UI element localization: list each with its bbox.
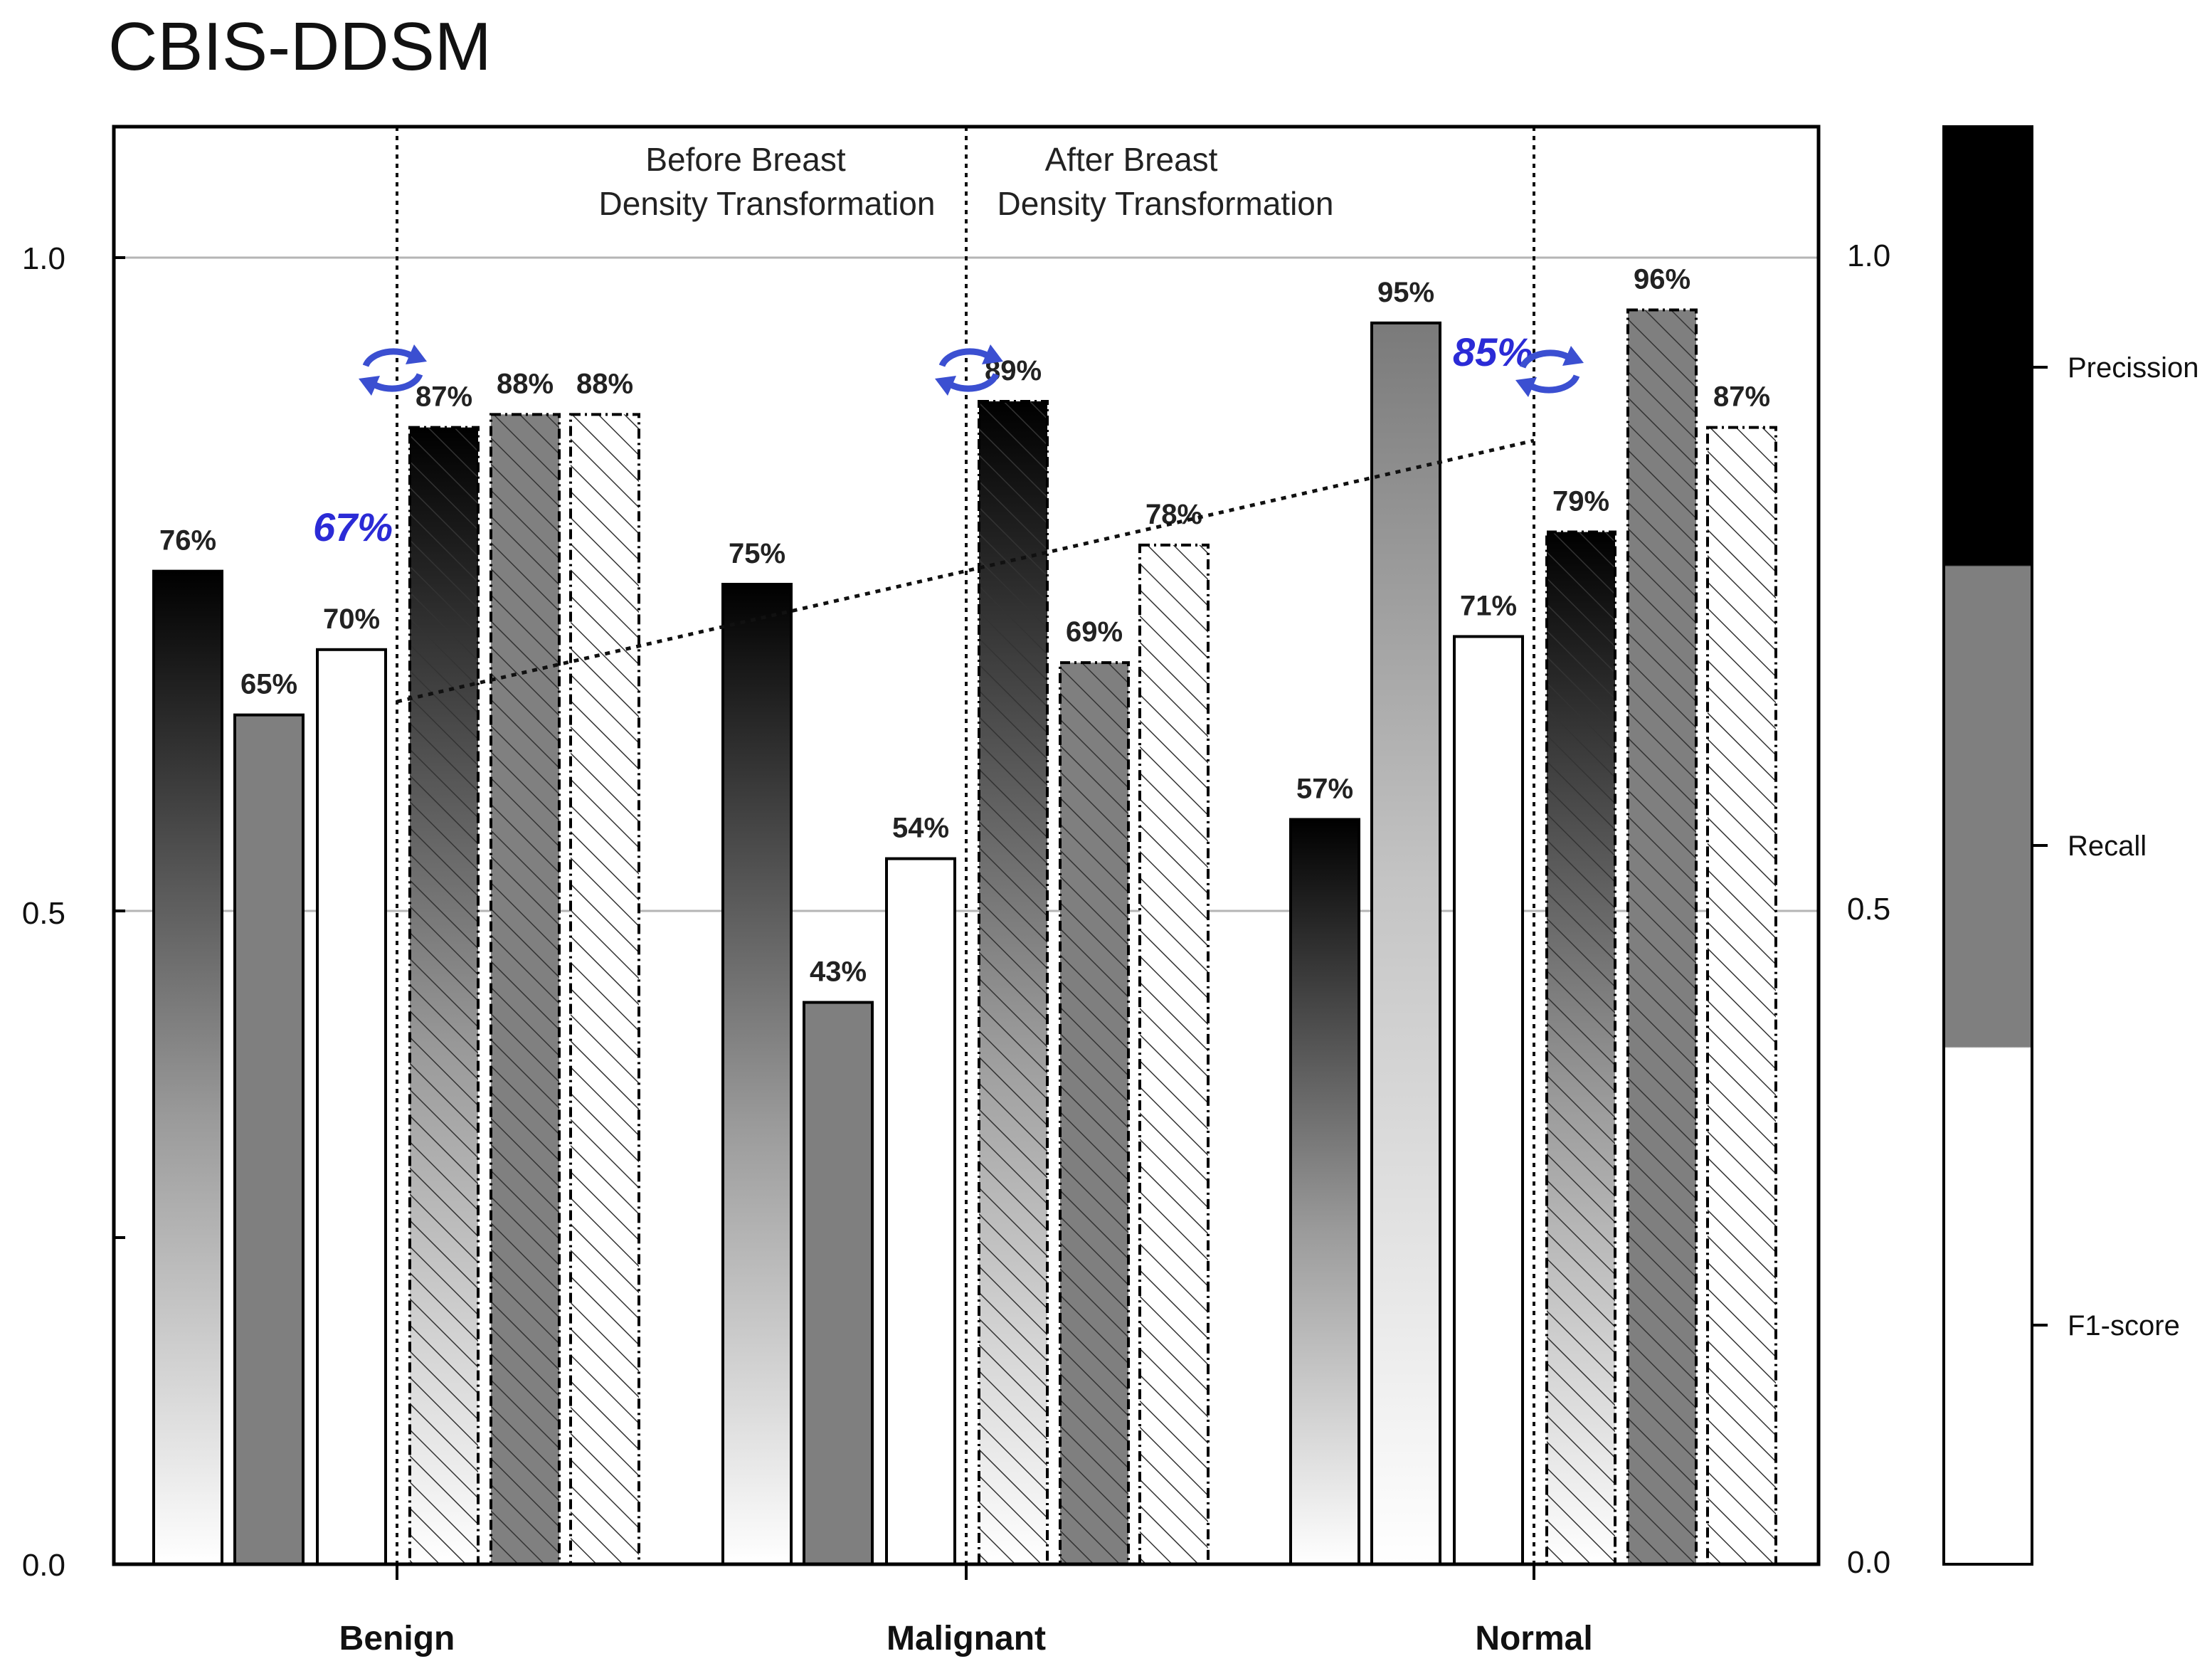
label-before-benign-recall: 65% — [240, 669, 297, 700]
label-before-normal-recall: 95% — [1377, 277, 1434, 308]
bar-before-normal-f1 — [1453, 635, 1524, 1566]
right-y-tick-0-5: 0.5 — [1847, 892, 1890, 927]
x-tick-normal: Normal — [1475, 1620, 1592, 1657]
bar-before-benign-recall — [233, 713, 305, 1566]
label-after-malignant-f1: 78% — [1145, 499, 1202, 530]
label-before-benign-f1: 70% — [323, 603, 380, 635]
label-before-normal-precision: 57% — [1296, 773, 1353, 804]
legend: Precission Recall F1-score — [1942, 125, 2199, 1566]
label-after-normal-recall: 96% — [1634, 263, 1690, 295]
plot-frame — [112, 125, 1821, 1566]
bar-after-hatch-normal-precision — [1545, 530, 1616, 1566]
accuracy-before-label: 67% — [313, 505, 393, 549]
chart-title: CBIS-DDSM — [108, 9, 492, 85]
bar-before-malignant-precision — [721, 583, 793, 1566]
y-tick-0-5: 0.5 — [22, 896, 65, 931]
label-after-normal-f1: 87% — [1713, 381, 1770, 413]
label-after-benign-f1: 88% — [576, 368, 633, 399]
label-before-normal-f1: 71% — [1460, 590, 1517, 621]
y-tick-1-0: 1.0 — [22, 241, 65, 276]
legend-label-recall: Recall — [2068, 831, 2147, 862]
right-y-tick-1-0: 1.0 — [1847, 238, 1890, 273]
transform-cycle-icon-malignant — [935, 344, 1003, 396]
label-after-normal-precision: 79% — [1552, 486, 1609, 517]
label-after-benign-precision: 87% — [416, 381, 472, 413]
label-before-benign-precision: 76% — [159, 525, 216, 557]
x-tick-malignant: Malignant — [887, 1620, 1046, 1657]
bar-before-benign-precision — [152, 569, 223, 1566]
label-before-malignant-f1: 54% — [892, 813, 949, 844]
legend-label-precision: Precission — [2068, 352, 2199, 384]
y-tick-0-0: 0.0 — [22, 1548, 65, 1583]
bar-after-hatch-benign-recall — [490, 413, 561, 1566]
label-after-malignant-recall: 69% — [1066, 616, 1123, 648]
legend-label-f1: F1-score — [2068, 1310, 2180, 1341]
bar-after-hatch-benign-f1 — [569, 413, 640, 1566]
before-label-line1: Before Breast — [645, 141, 845, 178]
after-label-line2: Density Transformation — [997, 185, 1334, 222]
bar-before-malignant-f1 — [885, 857, 956, 1566]
legend-colorbar — [1942, 125, 2033, 1566]
label-before-malignant-recall: 43% — [810, 956, 867, 988]
after-label-line1: After Breast — [1045, 141, 1218, 178]
bar-after-hatch-malignant-precision — [978, 399, 1049, 1566]
bar-before-malignant-recall — [803, 1001, 874, 1566]
bar-before-normal-precision — [1289, 818, 1360, 1566]
overlay-layer: 76%87%65%88%70%88%75%89%43%69%54%78%57%7… — [114, 127, 1770, 1580]
bar-before-normal-recall — [1370, 321, 1441, 1566]
bar-after-hatch-malignant-recall — [1059, 661, 1130, 1566]
accuracy-after-label: 85% — [1453, 329, 1533, 374]
label-after-benign-recall: 88% — [497, 368, 554, 399]
bars-layer — [152, 308, 1777, 1566]
x-tick-benign: Benign — [339, 1620, 455, 1657]
bar-after-hatch-normal-recall — [1626, 308, 1698, 1566]
before-label-line2: Density Transformation — [599, 185, 936, 222]
bar-after-hatch-normal-f1 — [1706, 426, 1777, 1566]
right-y-tick-0-0: 0.0 — [1847, 1545, 1890, 1580]
label-before-malignant-precision: 75% — [729, 538, 785, 569]
accuracy-trend-line — [396, 438, 1535, 704]
bar-after-hatch-benign-precision — [408, 426, 480, 1566]
transform-cycle-icon-benign — [359, 344, 427, 396]
transform-cycle-icon-normal — [1515, 346, 1584, 397]
bar-before-benign-f1 — [316, 648, 387, 1566]
bar-after-hatch-malignant-f1 — [1138, 543, 1210, 1566]
